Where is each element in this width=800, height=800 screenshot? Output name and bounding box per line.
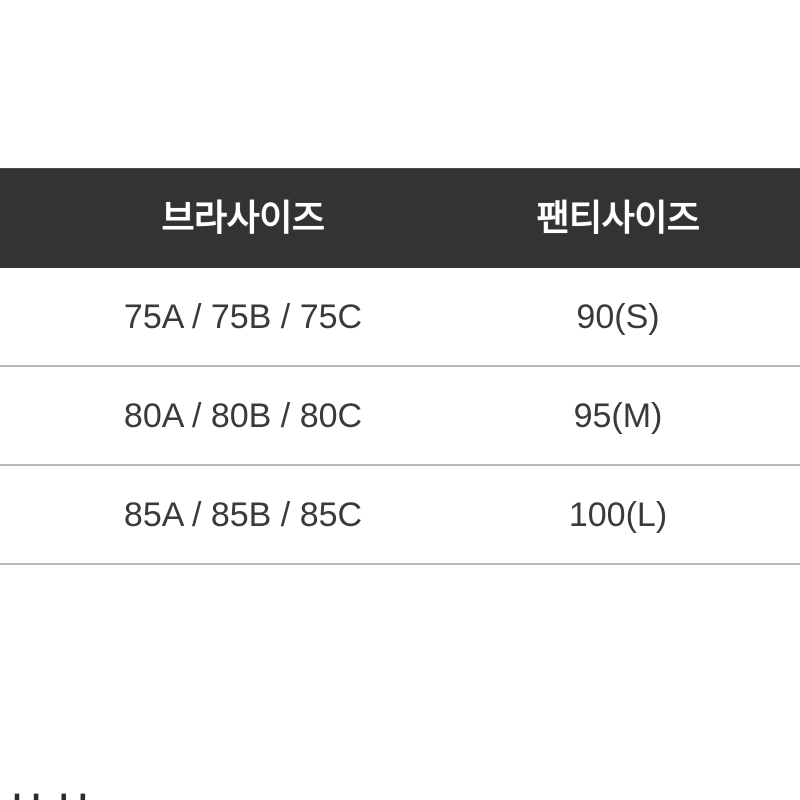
cell-panty-size: 90(S): [576, 297, 660, 336]
cell-bra-size: 80A / 80B / 80C: [123, 396, 363, 435]
column-header-bra-size: 브라사이즈: [161, 197, 325, 238]
table-row: 75A / 75B / 75C 90(S): [0, 268, 800, 367]
bottom-cutoff-text: ㅂㅂ: [8, 786, 308, 800]
cell-bra-size: 75A / 75B / 75C: [123, 297, 363, 336]
column-header-panty-size: 팬티사이즈: [536, 197, 700, 238]
bottom-cutoff-text-label: ㅂㅂ: [8, 786, 308, 800]
size-chart-table: 브라사이즈 팬티사이즈 75A / 75B / 75C 90(S) 80A / …: [0, 168, 800, 565]
cell-bra-size: 85A / 85B / 85C: [123, 495, 363, 534]
cell-panty-size: 100(L): [568, 495, 668, 534]
cell-panty-size: 95(M): [573, 396, 663, 435]
table-header-row: 브라사이즈 팬티사이즈: [0, 168, 800, 268]
table-row: 80A / 80B / 80C 95(M): [0, 367, 800, 466]
table-row: 85A / 85B / 85C 100(L): [0, 466, 800, 565]
